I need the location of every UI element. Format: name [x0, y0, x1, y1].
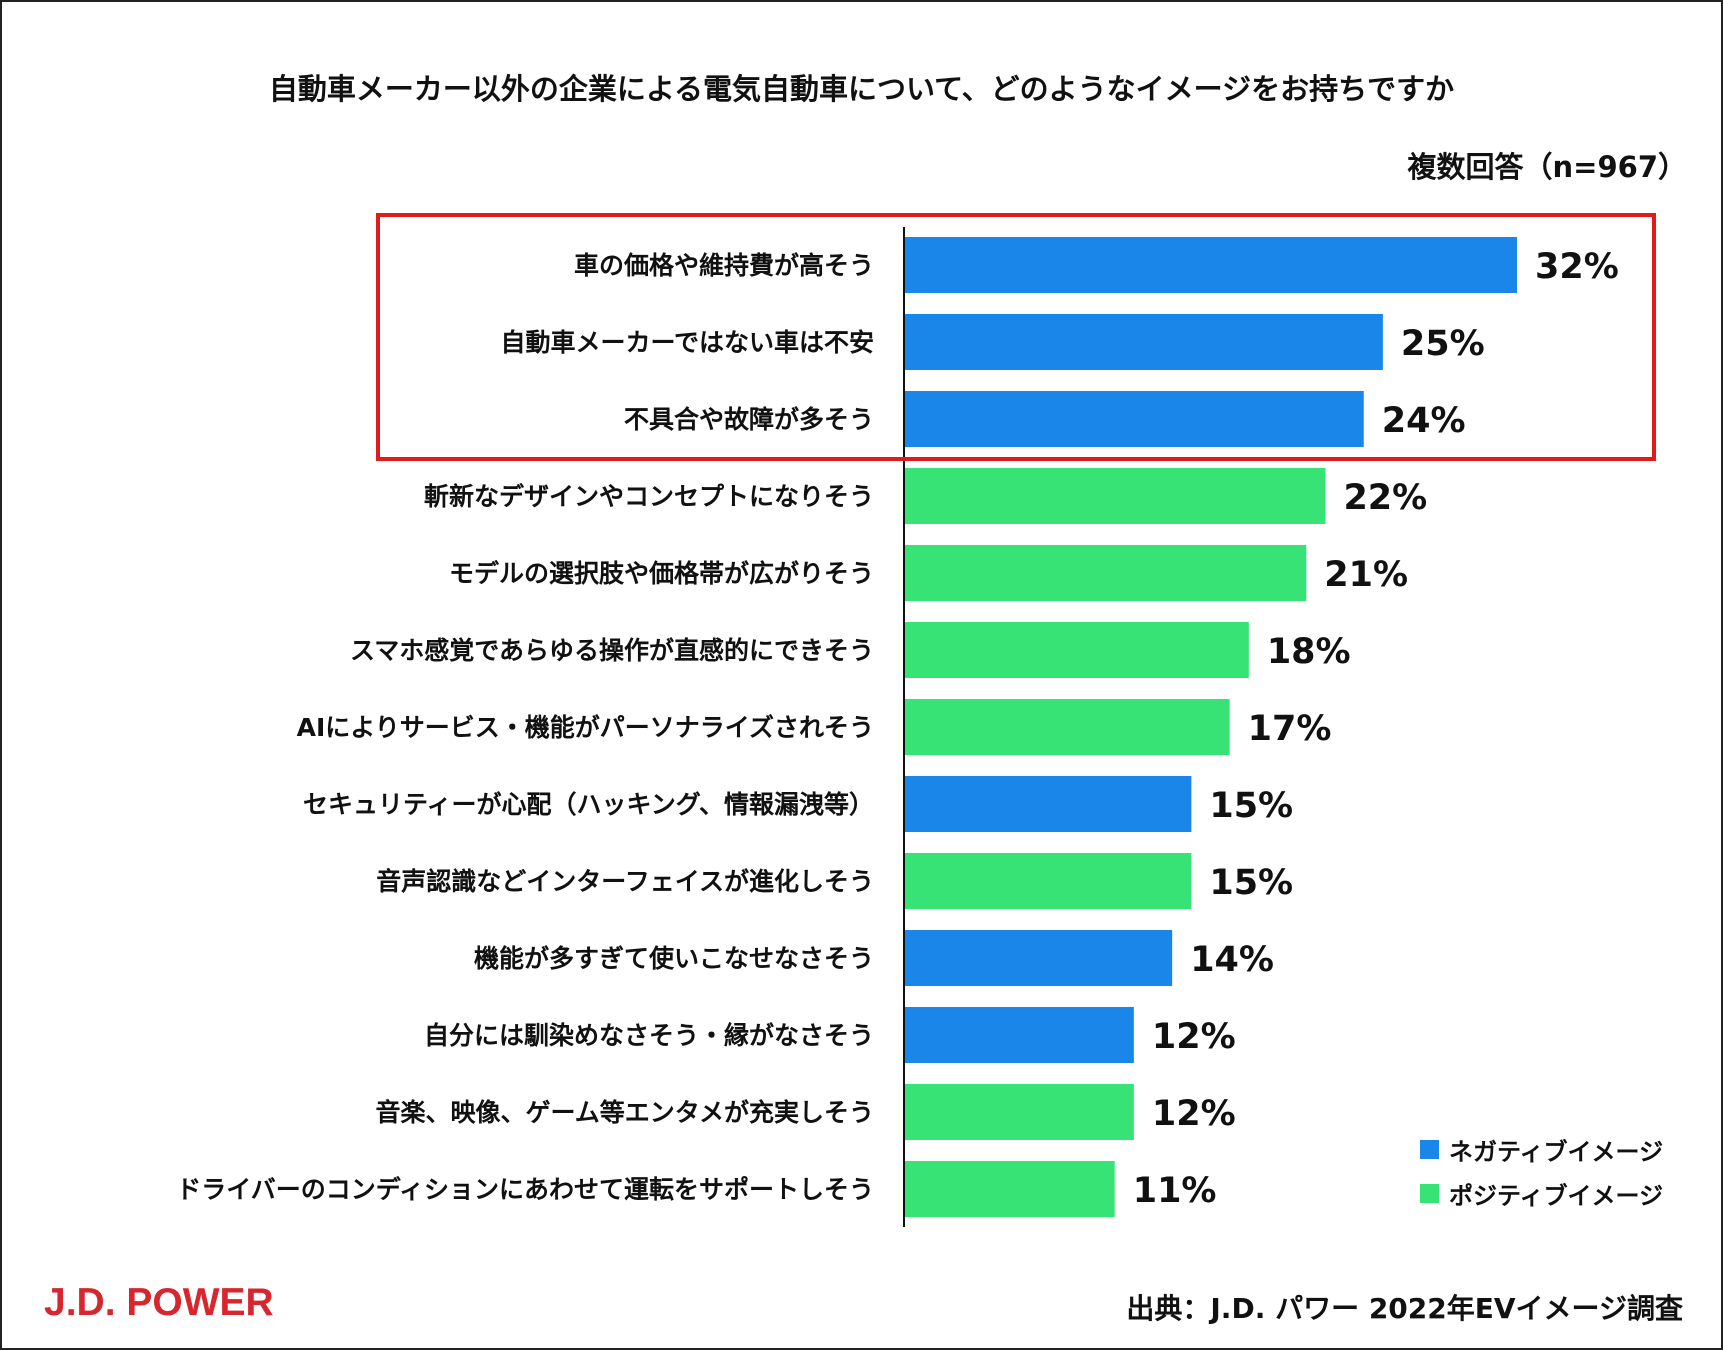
value-label-1: 32% [1535, 247, 1619, 287]
bar-7 [904, 699, 1230, 755]
source-note: 出典：J.D. パワー 2022年EVイメージ調査 [1126, 1292, 1683, 1325]
value-label-8: 15% [1209, 786, 1293, 826]
category-label-9: 音声認識などインターフェイスが進化しそう [376, 867, 874, 896]
legend-swatch-negative [1420, 1139, 1439, 1159]
value-label-5: 21% [1324, 555, 1408, 595]
bar-11 [904, 1007, 1134, 1063]
value-label-12: 12% [1152, 1094, 1236, 1134]
category-label-13: ドライバーのコンディションにあわせて運転をサポートしそう [176, 1175, 874, 1204]
value-label-4: 22% [1343, 478, 1427, 518]
value-label-7: 17% [1248, 709, 1332, 749]
category-label-12: 音楽、映像、ゲーム等エンタメが充実しそう [375, 1098, 874, 1127]
jd-power-logo: J.D. POWER [44, 1281, 274, 1324]
category-label-5: モデルの選択肢や価格帯が広がりそう [449, 559, 874, 588]
value-label-11: 12% [1152, 1017, 1236, 1057]
highlight-box [376, 213, 1656, 461]
chart-subtitle: 複数回答（n=967） [1407, 150, 1687, 184]
bar-4 [904, 468, 1326, 524]
category-label-4: 斬新なデザインやコンセプトになりそう [424, 482, 874, 511]
bar-10 [904, 930, 1173, 986]
value-label-10: 14% [1190, 940, 1274, 980]
value-label-6: 18% [1267, 632, 1351, 672]
category-label-8: セキュリティーが心配（ハッキング、情報漏洩等） [303, 790, 874, 819]
value-label-2: 25% [1401, 324, 1485, 364]
bar-6 [904, 622, 1249, 678]
bar-2 [904, 314, 1383, 370]
category-label-6: スマホ感覚であらゆる操作が直感的にできそう [350, 636, 874, 665]
legend-item-positive: ポジティブイメージ [1420, 1171, 1663, 1215]
legend-label-negative: ネガティブイメージ [1449, 1137, 1664, 1166]
bar-13 [904, 1161, 1115, 1217]
legend-label-positive: ポジティブイメージ [1449, 1181, 1664, 1210]
legend-swatch-positive [1420, 1183, 1439, 1203]
bar-8 [904, 776, 1192, 832]
category-label-11: 自分には馴染めなさそう・縁がなさそう [424, 1021, 874, 1050]
bar-9 [904, 853, 1192, 909]
value-label-13: 11% [1133, 1171, 1217, 1211]
bar-12 [904, 1084, 1134, 1140]
chart-title: 自動車メーカー以外の企業による電気自動車について、どのようなイメージをお持ちです… [268, 72, 1455, 106]
legend: ネガティブイメージ ポジティブイメージ [1420, 1127, 1663, 1215]
category-label-10: 機能が多すぎて使いこなせなさそう [474, 944, 874, 973]
bar-1 [904, 237, 1517, 293]
category-label-3: 不具合や故障が多そう [624, 405, 874, 434]
value-label-3: 24% [1382, 401, 1466, 441]
value-label-9: 15% [1209, 863, 1293, 903]
category-label-1: 車の価格や維持費が高そう [574, 251, 874, 280]
category-label-2: 自動車メーカーではない車は不安 [500, 328, 874, 357]
bar-5 [904, 545, 1307, 601]
category-label-7: AIによりサービス・機能がパーソナライズされそう [297, 713, 874, 742]
bar-3 [904, 391, 1364, 447]
legend-item-negative: ネガティブイメージ [1420, 1127, 1663, 1171]
